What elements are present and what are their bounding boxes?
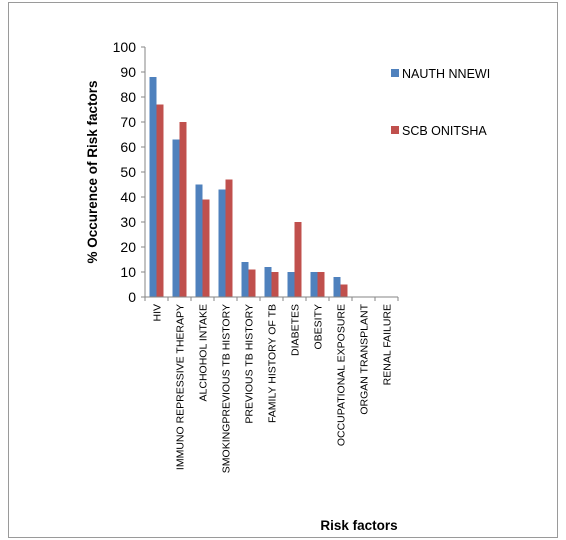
- y-tick-label: 80: [120, 89, 136, 105]
- y-tick-label: 50: [120, 164, 136, 180]
- bar-nauth-nnewi: [218, 189, 226, 297]
- bar-nauth-nnewi: [172, 139, 180, 297]
- x-category-label: OCCUPATIONAL EXPOSURE: [336, 304, 348, 446]
- legend-label: NAUTH NNEWI: [402, 67, 490, 81]
- y-tick-label: 60: [120, 139, 136, 155]
- x-category-label: SMOKINGPREVIOUS TB HISTORY: [221, 304, 233, 473]
- x-category-label: OBESITY: [313, 304, 325, 350]
- y-tick-label: 100: [113, 39, 137, 55]
- y-tick-label: 40: [120, 189, 136, 205]
- y-tick-label: 30: [120, 214, 136, 230]
- bar-nauth-nnewi: [149, 77, 157, 297]
- y-tick-label: 20: [120, 239, 136, 255]
- bar-scb-onitsha: [340, 284, 348, 297]
- legend-swatch: [391, 69, 399, 77]
- y-axis-title: % Occurence of Risk factors: [85, 80, 100, 263]
- bar-scb-onitsha: [248, 269, 256, 297]
- bar-nauth-nnewi: [333, 277, 341, 297]
- bar-nauth-nnewi: [195, 184, 203, 297]
- legend-label: SCB ONITSHA: [402, 124, 487, 138]
- bar-nauth-nnewi: [310, 272, 318, 297]
- y-tick-label: 10: [120, 264, 136, 280]
- y-ticks: 0 10 20 30 40 50 60 70 80 90 100: [113, 39, 145, 305]
- x-category-label: ORGAN TRANSPLANT: [359, 303, 371, 414]
- x-category-label: RENAL FAILURE: [382, 304, 394, 385]
- bar-scb-onitsha: [202, 199, 210, 297]
- bar-scb-onitsha: [225, 179, 233, 297]
- bar-scb-onitsha: [317, 272, 325, 297]
- x-ticks: HIV IMMUNO REPRESSIVE THERAPY ALCHOHOL INT…: [144, 297, 399, 473]
- bar-nauth-nnewi: [287, 272, 295, 297]
- x-category-label: IMMUNO REPRESSIVE THERAPY: [175, 304, 187, 470]
- bar-nauth-nnewi: [264, 267, 272, 297]
- bar-scb-onitsha: [156, 104, 164, 297]
- x-category-label: HIV: [152, 304, 164, 322]
- y-tick-label: 0: [128, 289, 136, 305]
- x-category-label: ALCHOHOL INTAKE: [198, 304, 210, 401]
- legend: NAUTH NNEWI SCB ONITSHA: [391, 67, 490, 138]
- y-tick-label: 90: [120, 64, 136, 80]
- x-category-label: FAMILY HISTORY OF TB: [267, 304, 279, 423]
- bar-scb-onitsha: [179, 122, 187, 297]
- bar-scb-onitsha: [294, 222, 302, 297]
- x-category-label: DIABETES: [290, 304, 302, 356]
- x-category-label: PREVIOUS TB HISTORY: [244, 304, 256, 424]
- chart-frame: [8, 2, 558, 538]
- legend-swatch: [391, 126, 399, 134]
- x-axis-title: Risk factors: [320, 518, 397, 533]
- bars-layer: [149, 77, 348, 297]
- y-tick-label: 70: [120, 114, 136, 130]
- bar-scb-onitsha: [271, 272, 279, 297]
- bar-nauth-nnewi: [241, 262, 249, 297]
